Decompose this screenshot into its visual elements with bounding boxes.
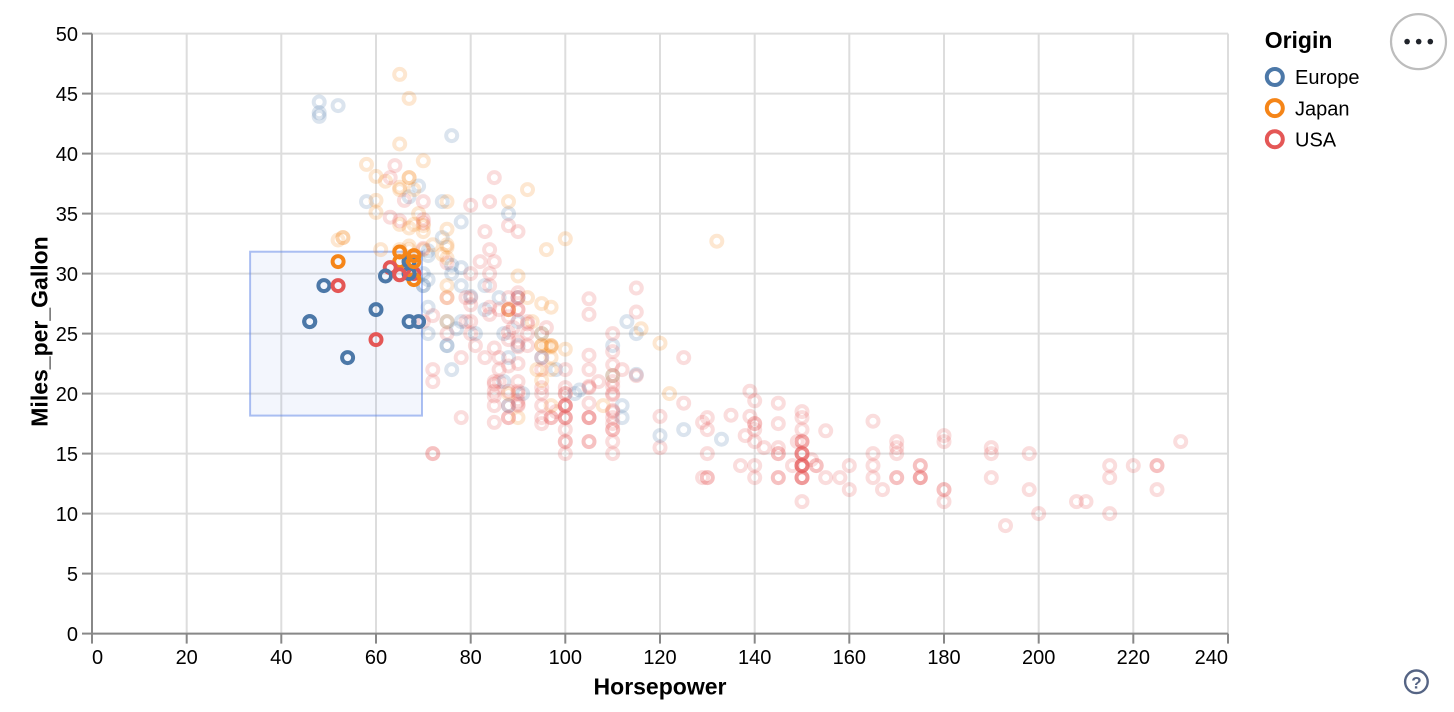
- svg-text:60: 60: [365, 647, 387, 669]
- svg-text:USA: USA: [1295, 129, 1337, 151]
- svg-text:80: 80: [460, 647, 482, 669]
- svg-text:Horsepower: Horsepower: [594, 674, 727, 700]
- svg-text:50: 50: [56, 24, 78, 46]
- svg-text:160: 160: [833, 647, 866, 669]
- svg-text:35: 35: [56, 204, 78, 226]
- svg-text:40: 40: [56, 144, 78, 166]
- svg-text:40: 40: [270, 647, 292, 669]
- svg-text:5: 5: [67, 564, 78, 586]
- svg-text:?: ?: [1411, 673, 1421, 692]
- svg-text:0: 0: [92, 647, 103, 669]
- svg-text:120: 120: [643, 647, 676, 669]
- svg-text:140: 140: [738, 647, 771, 669]
- svg-text:20: 20: [176, 647, 198, 669]
- svg-text:25: 25: [56, 324, 78, 346]
- svg-text:220: 220: [1117, 647, 1150, 669]
- svg-text:Origin: Origin: [1265, 27, 1333, 53]
- svg-text:100: 100: [549, 647, 582, 669]
- svg-text:30: 30: [56, 264, 78, 286]
- svg-text:15: 15: [56, 444, 78, 466]
- svg-text:10: 10: [56, 504, 78, 526]
- svg-text:Japan: Japan: [1295, 98, 1350, 120]
- svg-text:240: 240: [1195, 647, 1228, 669]
- svg-text:20: 20: [56, 384, 78, 406]
- svg-text:45: 45: [56, 84, 78, 106]
- svg-text:Miles_per_Gallon: Miles_per_Gallon: [27, 236, 53, 426]
- svg-text:Europe: Europe: [1295, 67, 1360, 89]
- svg-text:200: 200: [1022, 647, 1055, 669]
- svg-text:0: 0: [67, 624, 78, 646]
- svg-text:180: 180: [927, 647, 960, 669]
